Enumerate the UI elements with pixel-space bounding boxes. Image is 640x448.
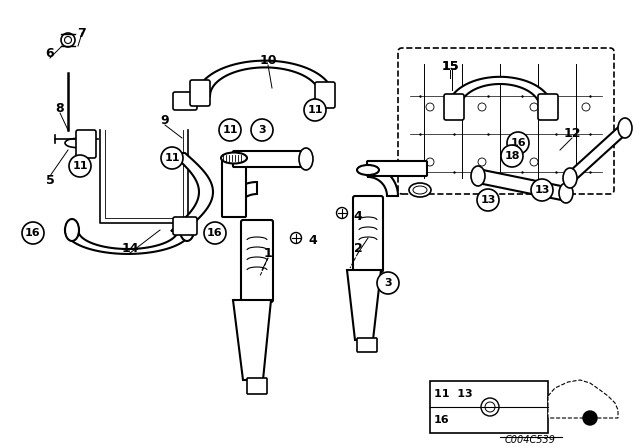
Circle shape [507,132,529,154]
Ellipse shape [409,183,431,197]
Circle shape [219,119,241,141]
Text: 11: 11 [164,153,180,163]
FancyBboxPatch shape [173,217,197,235]
Ellipse shape [618,118,632,138]
Text: 15: 15 [441,60,459,73]
Text: 11: 11 [307,105,323,115]
FancyBboxPatch shape [367,161,427,176]
Circle shape [161,147,183,169]
Polygon shape [448,77,552,108]
Text: C004C539: C004C539 [504,435,556,445]
Text: 16: 16 [510,138,526,148]
Circle shape [377,272,399,294]
Polygon shape [223,182,257,216]
FancyBboxPatch shape [444,94,464,120]
Text: 16: 16 [207,228,223,238]
Ellipse shape [221,152,247,164]
Text: 4: 4 [354,210,362,223]
Text: 3: 3 [258,125,266,135]
Text: 16: 16 [25,228,41,238]
Ellipse shape [559,183,573,203]
FancyBboxPatch shape [76,130,96,158]
Text: 18: 18 [504,151,520,161]
Ellipse shape [413,186,427,194]
Circle shape [304,99,326,121]
Polygon shape [570,121,625,185]
Circle shape [251,119,273,141]
FancyBboxPatch shape [173,92,197,110]
FancyBboxPatch shape [353,196,383,272]
Circle shape [204,222,226,244]
Text: 10: 10 [259,53,276,66]
Text: 5: 5 [45,173,54,186]
FancyBboxPatch shape [538,94,558,120]
Circle shape [22,222,44,244]
Text: 1: 1 [264,246,273,259]
Text: 15: 15 [441,60,459,73]
FancyBboxPatch shape [233,151,307,167]
Polygon shape [197,60,333,96]
FancyBboxPatch shape [241,220,273,302]
FancyBboxPatch shape [315,82,335,108]
Polygon shape [368,166,398,196]
Circle shape [69,155,91,177]
Text: 13: 13 [480,195,496,205]
Text: 11: 11 [72,161,88,171]
FancyBboxPatch shape [357,338,377,352]
Ellipse shape [471,166,485,186]
Text: 16: 16 [434,415,450,425]
FancyBboxPatch shape [430,381,548,433]
Polygon shape [548,380,618,418]
Circle shape [337,207,348,219]
Text: 7: 7 [77,26,86,39]
FancyBboxPatch shape [222,160,246,217]
Polygon shape [347,270,381,340]
Text: 6: 6 [45,47,54,60]
Ellipse shape [65,138,87,147]
Polygon shape [171,153,213,231]
Text: 14: 14 [121,241,139,254]
Polygon shape [65,230,191,254]
Circle shape [583,411,597,425]
Text: 13: 13 [534,185,550,195]
Ellipse shape [357,165,379,175]
Circle shape [477,189,499,211]
Text: 11  13: 11 13 [434,389,472,399]
Ellipse shape [65,219,79,241]
FancyBboxPatch shape [398,48,614,194]
Text: 11: 11 [222,125,237,135]
FancyBboxPatch shape [247,378,267,394]
Ellipse shape [563,168,577,188]
Ellipse shape [180,219,194,241]
Circle shape [291,233,301,244]
Text: 2: 2 [354,241,362,254]
Polygon shape [233,300,271,380]
Text: 12: 12 [563,126,580,139]
Circle shape [501,145,523,167]
Text: 8: 8 [56,102,64,115]
Text: 3: 3 [384,278,392,288]
Circle shape [531,179,553,201]
FancyBboxPatch shape [190,80,210,106]
Ellipse shape [299,148,313,170]
Polygon shape [478,169,566,201]
Text: 4: 4 [308,233,317,246]
Text: 9: 9 [161,113,170,126]
